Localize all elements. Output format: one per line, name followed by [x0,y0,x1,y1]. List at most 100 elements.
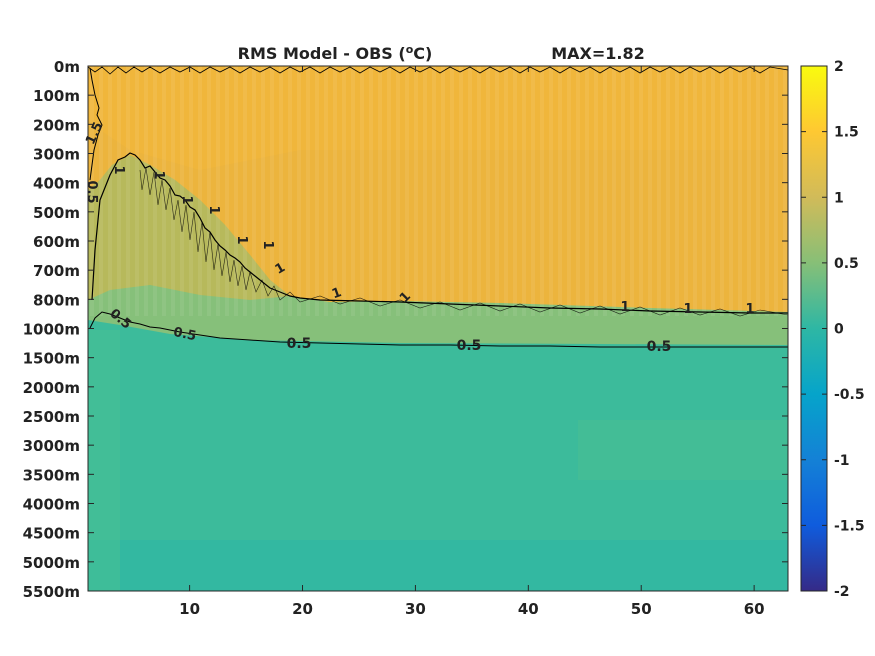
contour-label-1-b: 1 [151,170,166,179]
y-tick-label: 400m [33,175,80,193]
title-unit-sup: o [406,43,414,56]
y-tick-label: 500m [33,204,80,222]
contour-label-0p5-e: 0.5 [647,339,672,355]
colorbar-tick-label: -0.5 [834,387,865,403]
y-tick: 5500m [23,583,788,601]
y-tick: 100m [33,87,788,105]
heatmap-field [88,66,788,591]
x-tick-label: 40 [518,600,539,618]
y-tick: 0m [54,58,788,76]
colorbar-tick-label: -2 [834,584,850,600]
y-tick-label: 0m [54,58,80,76]
colorbar: 2 1.5 1 0.5 0 -0.5 -1 -1.5 -2 [800,59,865,600]
y-tick-label: 3000m [23,437,80,455]
contour-label-0p5-b: 0.5 [172,325,198,344]
x-tick-label: 20 [292,600,313,618]
colorbar-tick: -1 [801,453,850,469]
colorbar-tick-label: 2 [834,59,844,75]
y-tick-label: 5500m [23,583,80,601]
contour-1p5-line [89,67,103,181]
left-column-band [88,330,120,591]
svg-text:RMS Model - OBS (oC): RMS Model - OBS (oC) [238,43,433,63]
x-tick-label: 10 [179,600,200,618]
colorbar-tick: -2 [801,584,850,600]
x-tick-label: 30 [405,600,426,618]
y-tick: 1000m [23,321,788,339]
y-tick-label: 2000m [23,379,80,397]
y-tick-label: 3500m [23,466,80,484]
x-tick-label: 50 [631,600,652,618]
colorbar-tick: -0.5 [801,387,865,403]
max-label: MAX=1.82 [551,44,645,63]
x-tick: 50 [631,66,652,618]
y-tick-label: 1500m [23,350,80,368]
y-tick-label: 4500m [23,525,80,543]
contour-label-1-j: 1 [620,300,629,315]
vertical-stripes [88,66,788,316]
deep-dark-band [88,540,788,591]
colorbar-tick: 1 [801,190,844,206]
title-main: RMS Model - OBS ( [238,44,406,63]
y-tick: 500m [33,204,788,222]
colorbar-tick: 2 [801,59,844,75]
contour-1-jitter [139,167,788,317]
colorbar-tick-label: 1.5 [834,125,859,141]
x-axis: 10 20 30 40 50 60 [179,66,765,618]
contour-label-1-k: 1 [683,302,692,317]
y-tick-label: 5000m [23,554,80,572]
y-tick: 2000m [23,379,788,397]
y-tick: 3500m [23,466,788,484]
colorbar-ticks: 2 1.5 1 0.5 0 -0.5 -1 -1.5 -2 [801,59,865,600]
y-tick: 3000m [23,437,788,455]
contour-label-0p5-c: 0.5 [287,336,312,352]
y-tick-label: 300m [33,146,80,164]
contour-label-0p5-left: 0.5 [84,180,99,203]
colorbar-tick-label: 1 [834,190,844,206]
title-unit-tail: C) [413,44,432,63]
chart-title: RMS Model - OBS (oC) MAX=1.82 [238,43,645,63]
contour-label-1-c: 1 [179,195,194,204]
colorbar-tick-label: -1.5 [834,518,865,534]
y-tick: 800m [33,291,788,309]
colorbar-tick-label: -1 [834,453,850,469]
y-tick-label: 100m [33,87,80,105]
y-tick-label: 1000m [23,321,80,339]
y-tick-label: 600m [33,233,80,251]
y-tick: 400m [33,175,788,193]
deep-light-patch [578,420,788,480]
y-tick: 700m [33,262,788,280]
y-tick-label: 4000m [23,496,80,514]
contour-0p5-line [89,311,788,348]
x-tick: 40 [518,66,539,618]
y-tick-label: 2500m [23,408,80,426]
colorbar-tick: -1.5 [801,518,865,534]
x-tick: 10 [179,66,200,618]
contour-label-1-d: 1 [206,205,221,214]
contour-label-1-a: 1 [111,165,126,174]
y-tick-label: 800m [33,291,80,309]
contour-label-1-e: 1 [234,235,249,244]
y-tick: 4000m [23,496,788,514]
y-tick: 4500m [23,525,788,543]
y-tick: 200m [33,116,788,134]
x-tick: 20 [292,66,313,618]
y-tick: 2500m [23,408,788,426]
x-tick: 60 [744,66,765,618]
y-tick: 600m [33,233,788,251]
surface-contour-jitter [88,66,788,75]
y-tick: 300m [33,146,788,164]
colorbar-tick-label: 0.5 [834,256,859,272]
contour-label-1-f: 1 [260,240,275,249]
contour-label-1-l: 1 [745,302,754,317]
y-tick: 1500m [23,350,788,368]
y-tick: 5000m [23,554,788,572]
x-tick-label: 60 [744,600,765,618]
colorbar-tick: 0.5 [801,256,859,272]
colorbar-tick-label: 0 [834,322,844,338]
colorbar-tick: 0 [801,322,844,338]
y-tick-label: 700m [33,262,80,280]
y-axis: 0m 100m 200m 300m 400m 500m 600m 700m 800m 1000m 1… [23,58,788,601]
x-tick: 30 [405,66,426,618]
y-tick-label: 200m [33,116,80,134]
